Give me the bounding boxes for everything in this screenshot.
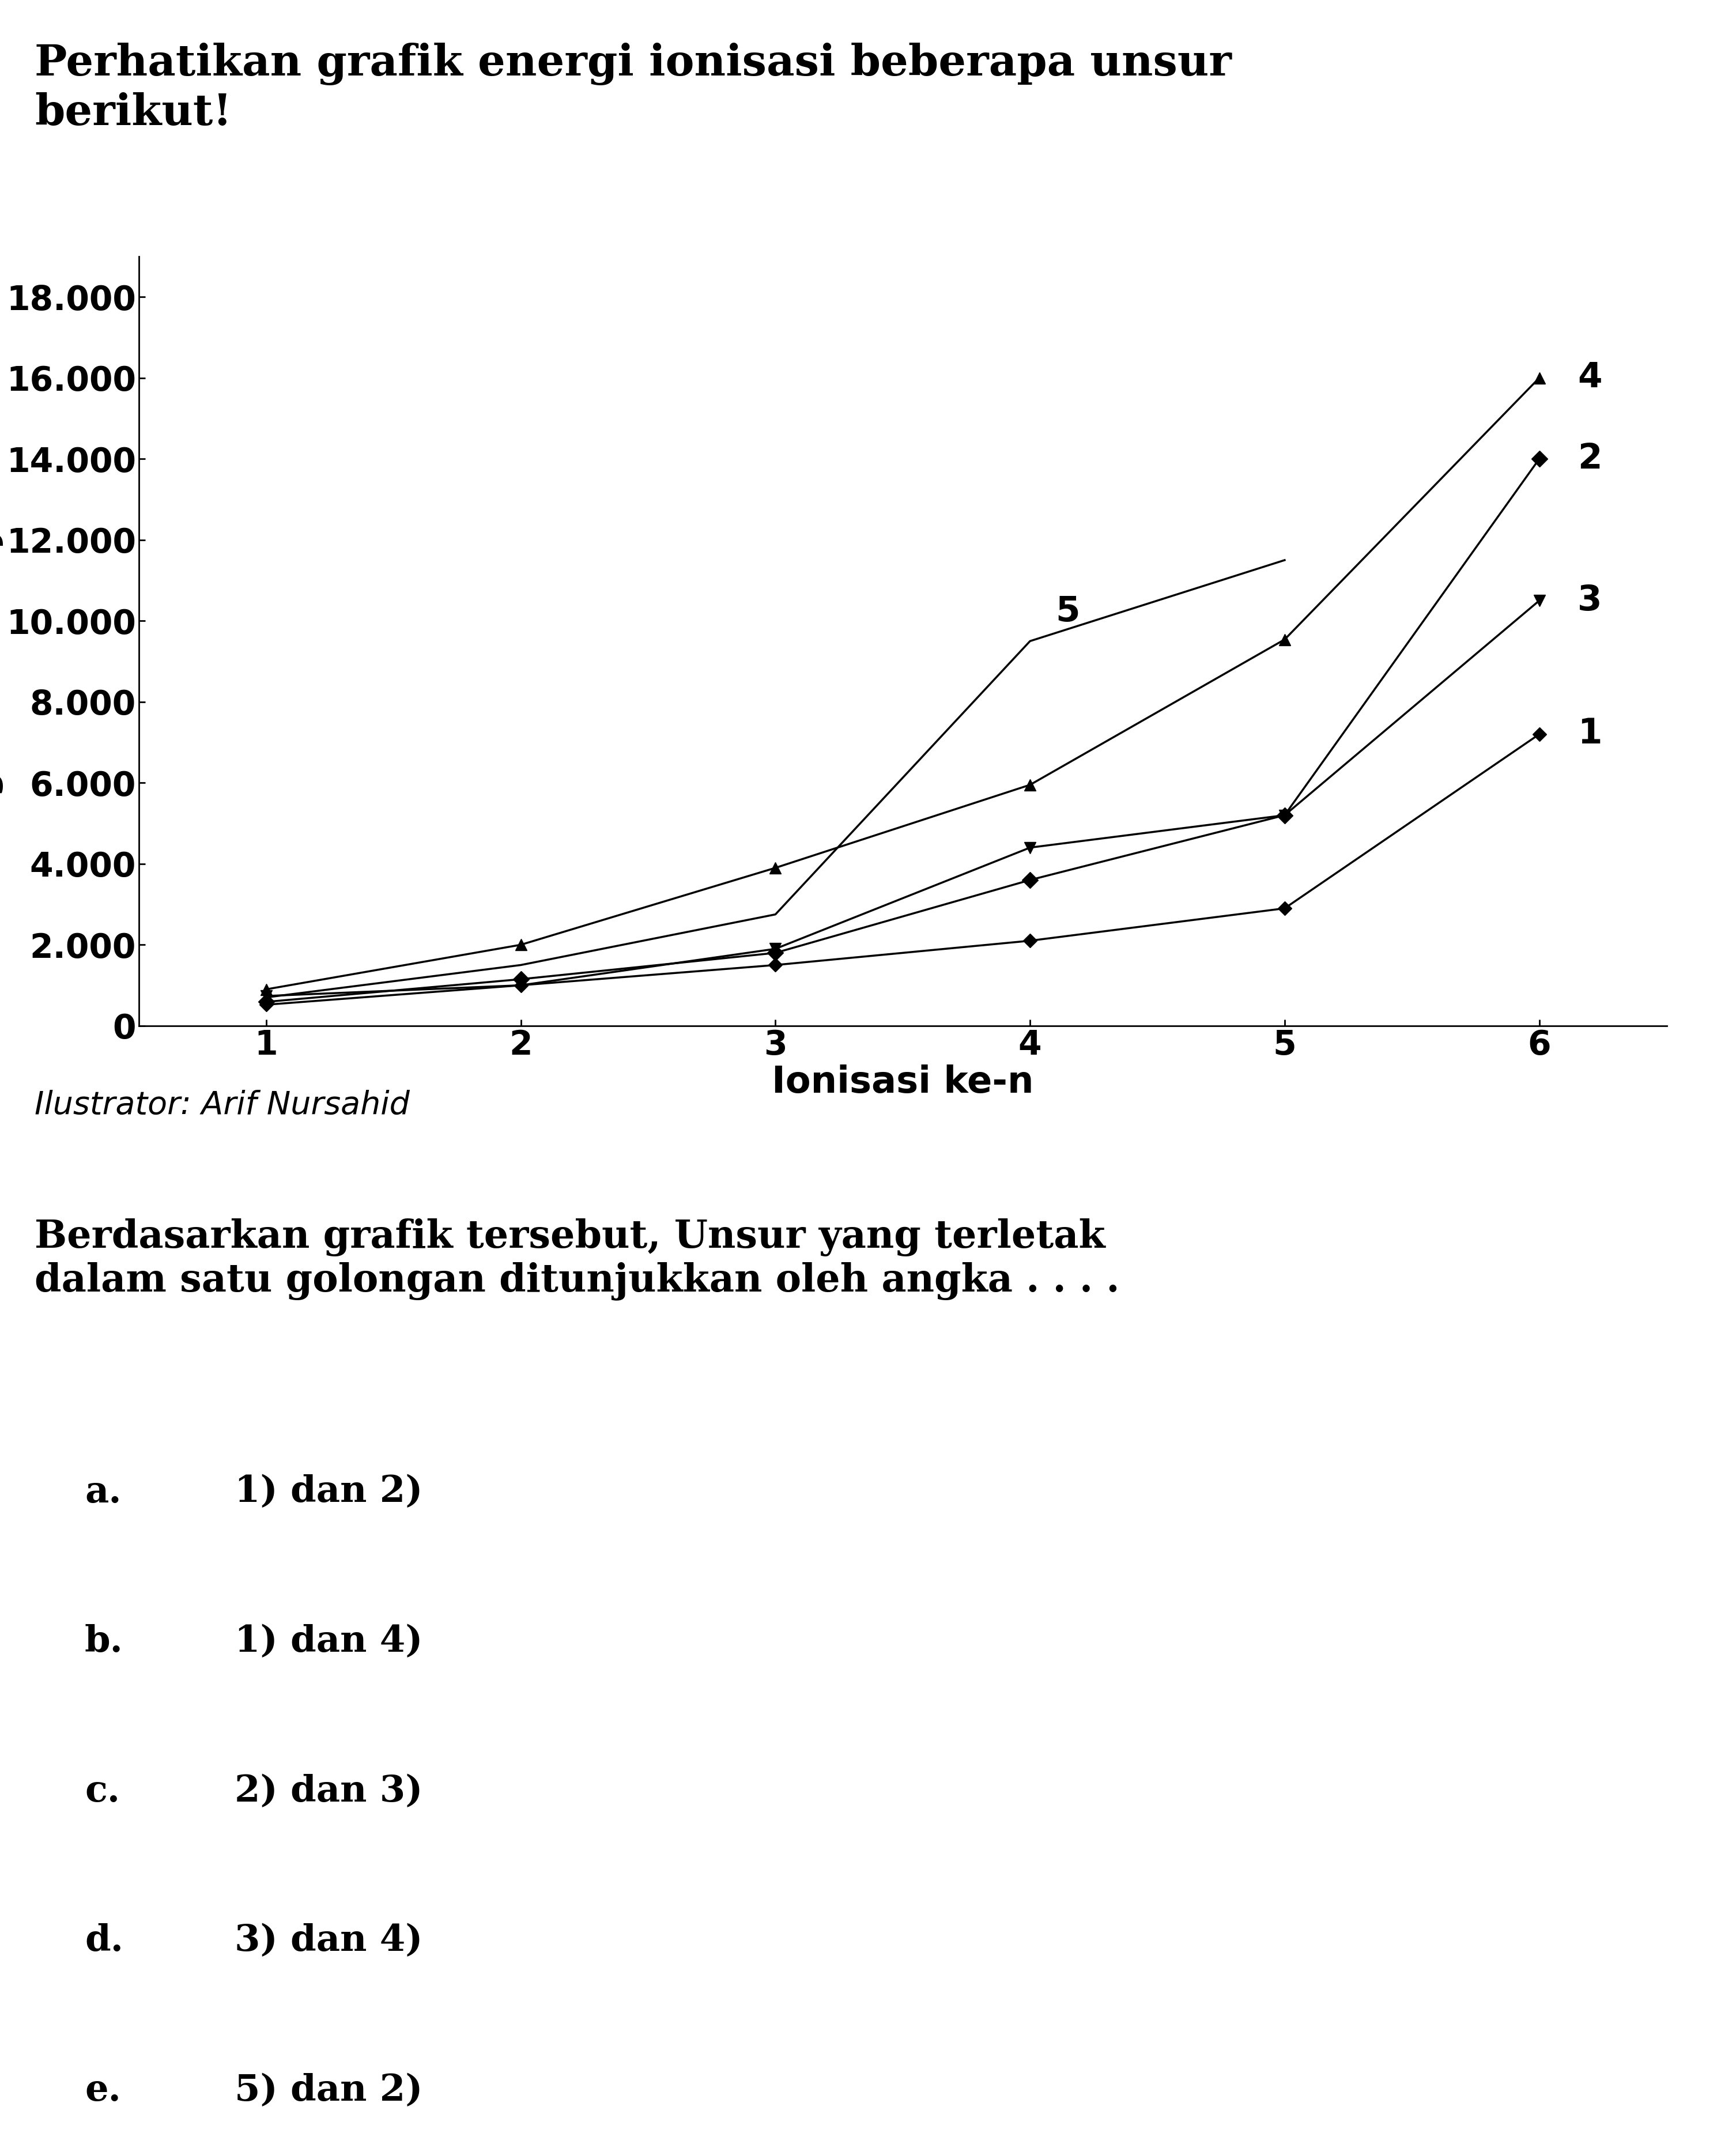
Text: 1) dan 4): 1) dan 4)	[234, 1624, 424, 1658]
Text: 3: 3	[1578, 583, 1602, 618]
Text: 1) dan 2): 1) dan 2)	[234, 1475, 424, 1509]
Y-axis label: Energi Ionisasi (kJ mol⁻¹): Energi Ionisasi (kJ mol⁻¹)	[0, 395, 3, 887]
Text: 4: 4	[1578, 361, 1602, 395]
Text: 2: 2	[1578, 442, 1602, 477]
Text: e.: e.	[85, 2073, 122, 2107]
Text: Ilustrator: Arif Nursahid: Ilustrator: Arif Nursahid	[35, 1090, 410, 1120]
Text: Perhatikan grafik energi ionisasi beberapa unsur
berikut!: Perhatikan grafik energi ionisasi bebera…	[35, 43, 1233, 135]
Text: d.: d.	[85, 1923, 123, 1957]
Text: Berdasarkan grafik tersebut, Unsur yang terletak
dalam satu golongan ditunjukkan: Berdasarkan grafik tersebut, Unsur yang …	[35, 1218, 1120, 1301]
Text: b.: b.	[85, 1624, 123, 1658]
Text: 3) dan 4): 3) dan 4)	[234, 1923, 424, 1957]
Text: c.: c.	[85, 1774, 120, 1808]
Text: a.: a.	[85, 1475, 122, 1509]
Text: 5: 5	[1055, 594, 1080, 628]
X-axis label: Ionisasi ke-n: Ionisasi ke-n	[773, 1064, 1033, 1101]
Text: 2) dan 3): 2) dan 3)	[234, 1774, 424, 1808]
Text: 5) dan 2): 5) dan 2)	[234, 2073, 424, 2107]
Text: 1: 1	[1578, 718, 1602, 752]
